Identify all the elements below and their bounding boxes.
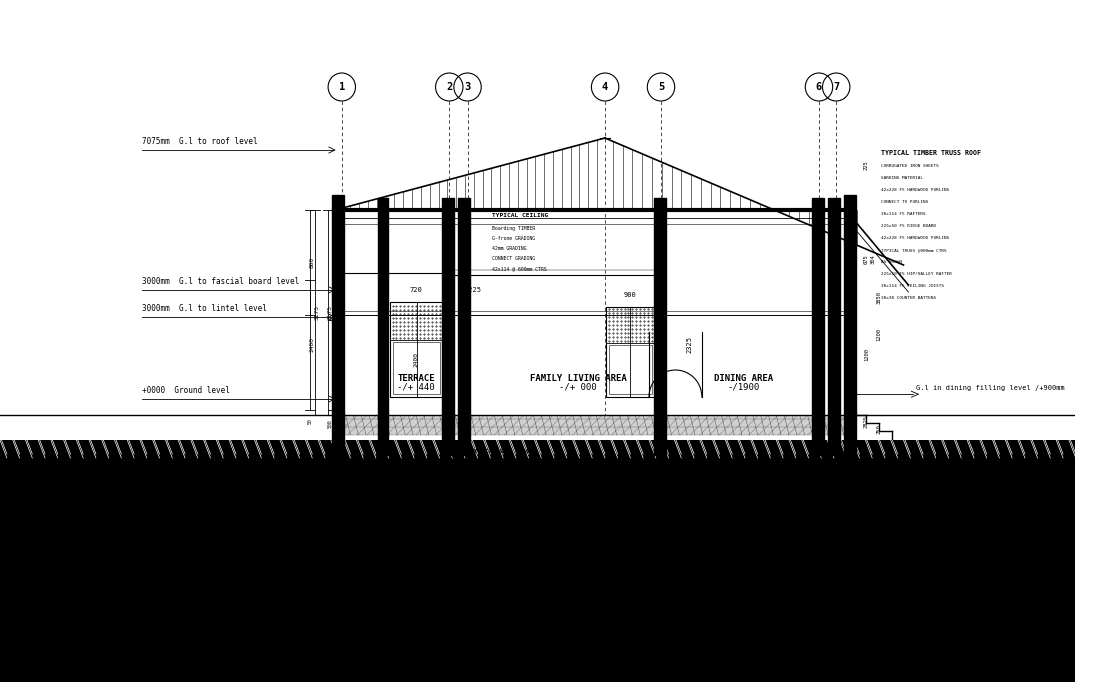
Text: TYPICAL TIMBER TRUSS ROOF: TYPICAL TIMBER TRUSS ROOF xyxy=(881,150,981,156)
Bar xyxy=(332,195,344,465)
Bar xyxy=(442,198,455,455)
Text: 7: 7 xyxy=(833,82,839,92)
Bar xyxy=(843,195,855,465)
Text: 2825: 2825 xyxy=(864,415,869,428)
Text: 2: 2 xyxy=(446,82,452,92)
Text: +0000  Ground level: +0000 Ground level xyxy=(142,386,229,395)
Text: 3000mm  G.l to fascial board level: 3000mm G.l to fascial board level xyxy=(142,277,299,286)
Text: SARKING MATERIAL: SARKING MATERIAL xyxy=(881,176,923,180)
Bar xyxy=(392,342,440,394)
Text: G.l in dining filling level /+900mm: G.l in dining filling level /+900mm xyxy=(916,385,1065,391)
Text: 7075mm  G.l to roof level: 7075mm G.l to roof level xyxy=(142,137,258,146)
Bar xyxy=(390,302,444,397)
Bar xyxy=(378,198,388,455)
Text: TYPICAL TRUSS @900mm CTRS: TYPICAL TRUSS @900mm CTRS xyxy=(881,248,946,252)
Text: CRUSHED STONE: CRUSHED STONE xyxy=(470,481,507,486)
Text: G-frone GRADING: G-frone GRADING xyxy=(492,236,536,241)
Text: 800: 800 xyxy=(310,257,315,268)
Text: 2400: 2400 xyxy=(414,352,418,367)
Bar xyxy=(0,440,1075,682)
Text: 1200: 1200 xyxy=(864,348,869,361)
Text: 42x228 F5 HARDWOOD PURLINS: 42x228 F5 HARDWOOD PURLINS xyxy=(881,236,950,240)
Text: 50: 50 xyxy=(307,418,313,424)
Text: TYPICAL G.F SLAB: TYPICAL G.F SLAB xyxy=(470,449,530,454)
Text: 225x50 F5 RIDGE BOARD: 225x50 F5 RIDGE BOARD xyxy=(881,224,937,228)
Text: 720: 720 xyxy=(410,287,423,293)
Text: 1225: 1225 xyxy=(464,287,481,293)
Text: 38x38 COUNTER BATTENS: 38x38 COUNTER BATTENS xyxy=(881,296,937,300)
Text: 900: 900 xyxy=(864,441,869,451)
Text: TYPICAL CEILING: TYPICAL CEILING xyxy=(492,213,549,218)
Bar xyxy=(458,198,470,455)
Text: 2325: 2325 xyxy=(686,336,692,353)
Text: 42mm GRADING: 42mm GRADING xyxy=(492,246,527,251)
Text: 225x50 F5 HIP/VALLEY RAFTER: 225x50 F5 HIP/VALLEY RAFTER xyxy=(881,272,952,276)
Text: CONNECT GRADING: CONNECT GRADING xyxy=(492,256,536,261)
Text: 3300: 3300 xyxy=(333,357,337,372)
Text: TERRACE: TERRACE xyxy=(397,374,435,383)
Text: 38x114 F5 CEILING JOISTS: 38x114 F5 CEILING JOISTS xyxy=(881,284,944,288)
Text: 38x114 F5 RAFTERS: 38x114 F5 RAFTERS xyxy=(881,212,926,216)
Text: CORRUGATED IRON SHEETS: CORRUGATED IRON SHEETS xyxy=(881,164,939,168)
Text: 675: 675 xyxy=(864,254,869,264)
Text: 6: 6 xyxy=(816,82,822,92)
Text: 304: 304 xyxy=(871,254,875,264)
Bar xyxy=(654,198,665,455)
Bar xyxy=(606,307,654,397)
Text: 1200: 1200 xyxy=(876,328,882,341)
Text: 250: 250 xyxy=(876,424,882,434)
Text: -/1900: -/1900 xyxy=(728,383,760,392)
Text: 3850: 3850 xyxy=(876,291,882,304)
Text: FAMILY LIVING AREA: FAMILY LIVING AREA xyxy=(530,374,627,383)
Text: DINING AREA: DINING AREA xyxy=(714,374,773,383)
Text: 1: 1 xyxy=(338,82,345,92)
Text: 42x114 @ 600mm CTRS: 42x114 @ 600mm CTRS xyxy=(492,266,547,271)
Text: 3175: 3175 xyxy=(315,305,320,320)
Bar xyxy=(828,198,840,455)
Text: 3000mm  G.l to lintel level: 3000mm G.l to lintel level xyxy=(142,304,267,313)
Text: per SABS SPECIFICATION: per SABS SPECIFICATION xyxy=(470,461,534,466)
Text: 2400: 2400 xyxy=(310,338,315,353)
Text: -/+ 000: -/+ 000 xyxy=(559,383,597,392)
Text: 50mm CLEAN HARD: 50mm CLEAN HARD xyxy=(470,471,513,476)
Text: 3: 3 xyxy=(464,82,471,92)
Text: SCALE 1:100: SCALE 1:100 xyxy=(394,602,436,608)
Bar xyxy=(338,415,850,435)
Text: Boarding TIMBER: Boarding TIMBER xyxy=(492,226,536,231)
Bar xyxy=(609,344,652,394)
Text: 5: 5 xyxy=(658,82,664,92)
Text: AS SHOWN: AS SHOWN xyxy=(881,260,901,264)
Text: CONNECT TO PURLINS: CONNECT TO PURLINS xyxy=(881,200,928,204)
Text: 4: 4 xyxy=(602,82,608,92)
Text: BLINDING: BLINDING xyxy=(470,491,493,496)
Text: 225: 225 xyxy=(864,160,869,170)
Bar xyxy=(813,198,825,455)
Text: 3175: 3175 xyxy=(327,305,333,320)
Text: 42x228 F5 HARDWOOD PURLINS: 42x228 F5 HARDWOOD PURLINS xyxy=(881,188,950,192)
Text: 500: 500 xyxy=(327,419,333,428)
Text: 900: 900 xyxy=(624,292,637,298)
Text: foundation will be determined by the nature of the soil: foundation will be determined by the nat… xyxy=(390,490,685,499)
Text: -/+ 440: -/+ 440 xyxy=(397,383,435,392)
Text: SECTION 01 - 01: SECTION 01 - 01 xyxy=(399,563,676,591)
